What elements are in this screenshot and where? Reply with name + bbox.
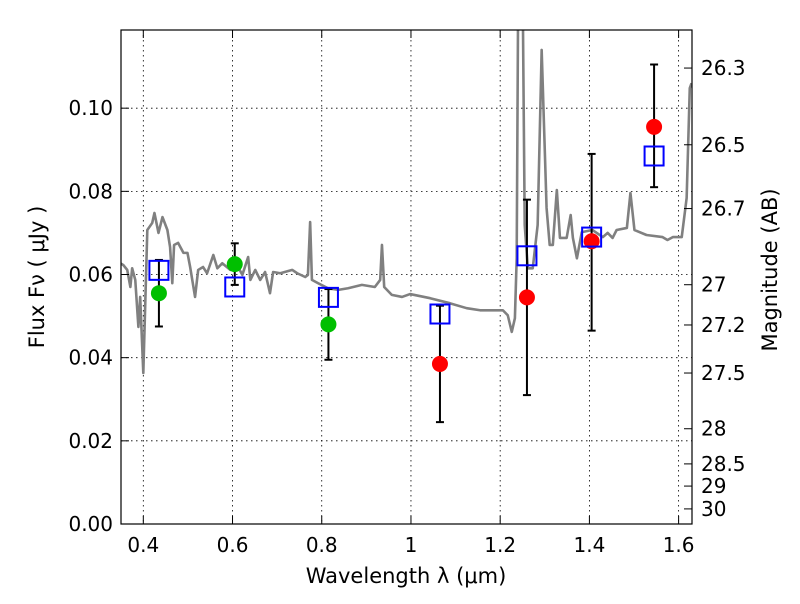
right-tick-label: 26.5 — [701, 133, 746, 157]
green-data-point — [150, 285, 167, 302]
right-tick-label: 28.5 — [701, 452, 746, 476]
right-tick-label: 28 — [701, 417, 726, 441]
red-data-point — [583, 233, 600, 250]
right-tick-label: 27 — [701, 273, 726, 297]
y-tick-label: 0.04 — [68, 346, 113, 370]
blue-square-point — [224, 276, 246, 298]
right-tick-label: 26.3 — [701, 56, 746, 80]
blue-square-point — [581, 226, 603, 248]
grid — [121, 30, 692, 525]
red-data-point — [646, 118, 663, 135]
y-tick-label: 0.02 — [68, 429, 113, 453]
y-tick-label: 0.08 — [68, 179, 113, 203]
axis-ticks: 0.4 0.6 0.8 1 1.2 1.4 1.6 0.00 0.02 0.04 0.06 0.08 0… — [68, 30, 746, 557]
x-tick-label: 1 — [405, 533, 418, 557]
x-axis-label: Wavelength λ (μm) — [306, 564, 507, 588]
y-tick-label: 0.06 — [68, 263, 113, 287]
green-data-point — [320, 316, 337, 333]
blue-square-point — [429, 303, 451, 325]
x-tick-label: 0.4 — [127, 533, 159, 557]
red-data-point — [518, 289, 535, 306]
x-tick-label: 0.8 — [306, 533, 338, 557]
spectrum-series — [121, 30, 692, 375]
right-tick-label: 27.2 — [701, 313, 746, 337]
right-tick-label: 29 — [701, 474, 726, 498]
green-data-point — [226, 256, 243, 273]
red-data-point — [431, 355, 448, 372]
x-tick-label: 1.2 — [484, 533, 516, 557]
y-tick-label: 0.00 — [68, 512, 113, 536]
x-tick-label: 1.6 — [663, 533, 695, 557]
x-tick-label: 0.6 — [217, 533, 249, 557]
right-axis-label: Magnitude (AB) — [758, 188, 782, 351]
plot-frame — [120, 29, 693, 525]
spectrum-line — [121, 30, 692, 375]
y-axis-label: Flux Fν ( μJy ) — [25, 206, 49, 349]
right-tick-label: 26.7 — [701, 197, 746, 221]
x-tick-label: 1.4 — [573, 533, 605, 557]
right-tick-label: 30 — [701, 497, 726, 521]
y-tick-label: 0.10 — [68, 96, 113, 120]
right-tick-label: 27.5 — [701, 361, 746, 385]
observed-points — [150, 118, 663, 372]
blue-square-point — [643, 145, 665, 167]
model-points — [148, 145, 665, 325]
blue-square-point — [148, 259, 170, 281]
blue-square-point — [516, 245, 538, 267]
blue-square-point — [317, 286, 339, 308]
